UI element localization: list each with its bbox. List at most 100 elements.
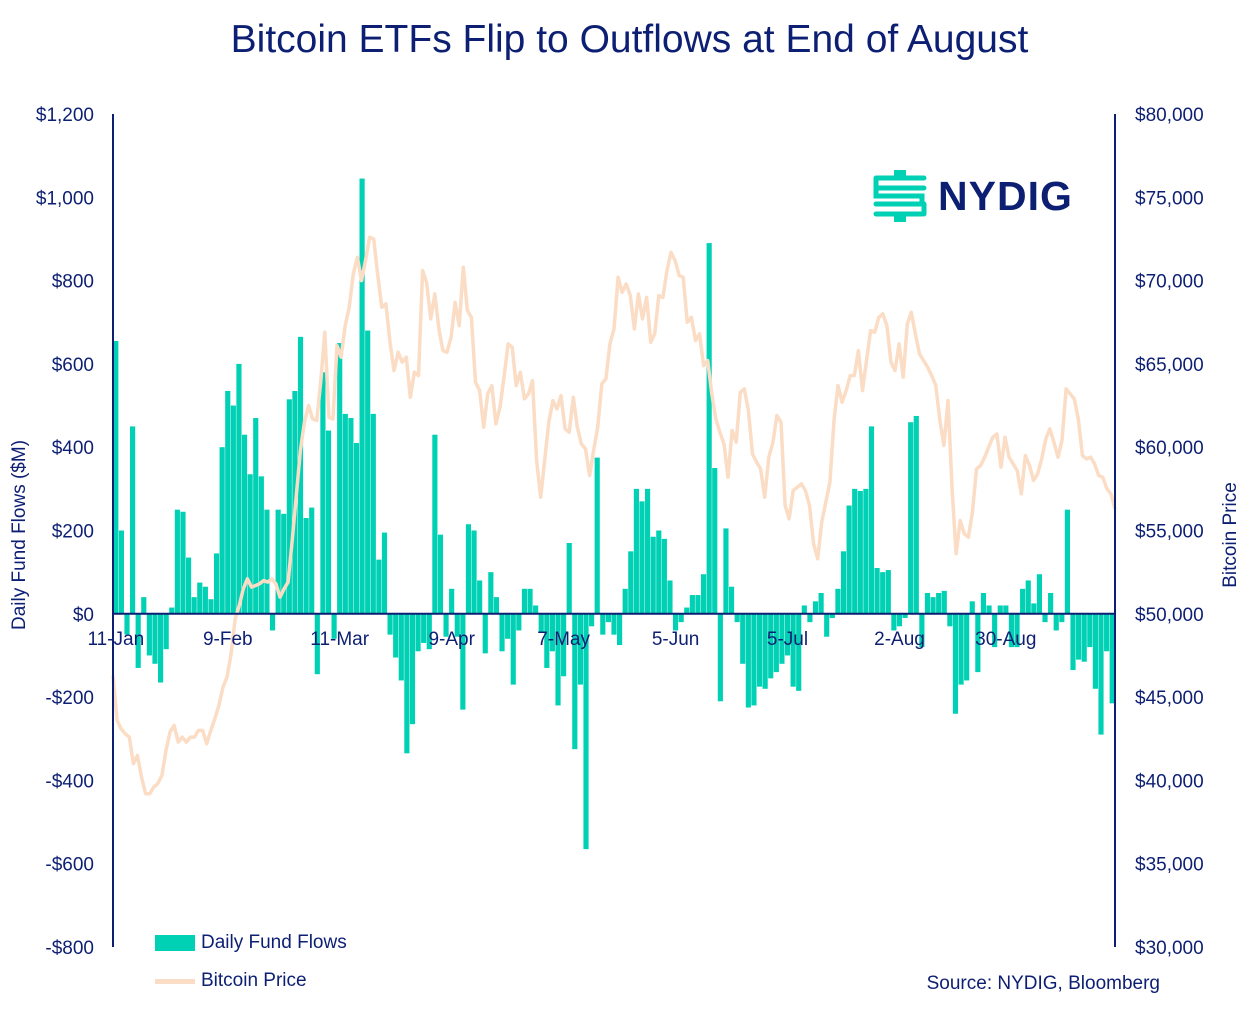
flow-bar	[835, 588, 841, 614]
y2-tick-label: $70,000	[1135, 272, 1204, 293]
y-tick-label: $1,200	[36, 105, 94, 126]
flow-bar	[852, 488, 858, 614]
x-axis-ticks: 11-Jan 9-Feb 11-Mar 9-Apr 7-May 5-Jun 5-Jul 2-A…	[87, 629, 1036, 650]
y2-axis-ticks: $30,000 $35,000 $40,000 $45,000 $50,000 $55,0…	[1135, 105, 1204, 959]
flow-bar	[432, 434, 438, 614]
y2-tick-label: $40,000	[1135, 771, 1204, 792]
flow-bar	[773, 613, 779, 673]
flow-bar	[325, 430, 332, 614]
flow-bar	[437, 534, 444, 614]
flow-bar	[801, 605, 807, 614]
flow-bar	[650, 536, 656, 614]
flow-bar	[561, 613, 567, 677]
y2-tick-label: $35,000	[1135, 855, 1204, 876]
flow-bar	[544, 613, 550, 668]
x-tick-label: 9-Feb	[203, 629, 253, 650]
flow-bar	[113, 340, 119, 614]
flow-bar	[331, 613, 337, 639]
flow-bar	[247, 474, 253, 614]
flow-bar	[1053, 613, 1059, 631]
y-tick-label: $800	[52, 272, 94, 293]
y2-tick-label: $75,000	[1135, 188, 1204, 209]
flow-bar	[337, 343, 343, 614]
flow-bar	[712, 468, 718, 614]
flow-bar	[728, 586, 735, 614]
y2-tick-label: $45,000	[1135, 688, 1204, 709]
flow-bar	[740, 613, 746, 664]
flow-bar	[415, 613, 421, 652]
y-tick-label: -$400	[45, 771, 94, 792]
flow-bar	[549, 613, 555, 652]
flow-bar	[191, 597, 197, 614]
flow-bar	[174, 509, 180, 614]
y-axis-ticks: -$800 -$600 -$400 -$200 $0 $200 $400 $600 $800 $1…	[36, 105, 94, 959]
flow-bar	[589, 613, 595, 627]
x-tick-label: 11-Mar	[310, 629, 369, 650]
chart-title: Bitcoin ETFs Flip to Outflows at End of …	[230, 18, 1029, 61]
flow-bar	[342, 413, 348, 614]
flow-bar	[975, 613, 981, 673]
flow-bar	[297, 336, 304, 614]
x-tick-label: 2-Aug	[874, 629, 925, 650]
flow-bar	[460, 613, 466, 710]
flow-bar	[824, 613, 830, 637]
flow-bar	[1014, 613, 1020, 648]
flow-bar	[969, 601, 975, 614]
y-tick-label: -$200	[45, 688, 94, 709]
y-tick-label: -$800	[45, 938, 94, 959]
flow-bar	[163, 613, 169, 650]
flow-bar	[533, 605, 539, 614]
flow-bar	[219, 447, 225, 614]
y2-tick-label: $60,000	[1135, 438, 1204, 459]
flow-bar	[353, 443, 360, 614]
flow-bar	[449, 588, 455, 614]
price-series-line	[111, 235, 1117, 796]
flow-bar	[236, 363, 242, 614]
y-tick-label: $1,000	[36, 188, 94, 209]
x-tick-label: 30-Aug	[975, 629, 1036, 650]
flow-bar	[348, 418, 354, 614]
flow-bar	[538, 613, 544, 633]
flow-bar	[141, 597, 147, 614]
flow-bar	[482, 613, 488, 654]
flow-bar	[745, 613, 751, 708]
flow-bar	[689, 595, 695, 614]
flow-bar	[717, 613, 723, 702]
flow-bar	[180, 511, 186, 614]
flow-bar	[124, 613, 130, 635]
flow-bar	[880, 572, 886, 614]
flow-bar	[891, 613, 897, 631]
flow-bar	[477, 580, 483, 614]
flow-bar	[465, 524, 472, 614]
flow-bar	[617, 613, 623, 646]
flow-bar	[303, 518, 309, 614]
flow-bar	[829, 613, 835, 618]
flow-bar	[790, 613, 796, 687]
flow-bar	[756, 613, 763, 687]
flow-bar	[185, 557, 192, 614]
x-tick-label: 7-May	[537, 629, 590, 650]
flow-bar	[213, 553, 220, 614]
y2-tick-label: $55,000	[1135, 522, 1204, 543]
flow-bar	[376, 559, 382, 614]
flow-bar	[583, 613, 589, 850]
flow-bar	[393, 613, 399, 658]
flow-bar	[269, 613, 276, 631]
flow-bar	[896, 613, 903, 627]
x-tick-label: 11-Jan	[87, 629, 144, 650]
flow-bar	[197, 582, 203, 614]
flow-bar	[309, 507, 315, 614]
flow-bar	[281, 513, 287, 614]
flow-bar	[594, 457, 600, 614]
flow-bar	[924, 592, 931, 614]
flow-bar	[510, 613, 516, 685]
flow-bar	[885, 570, 891, 614]
flow-bar	[152, 613, 158, 664]
flow-bar	[499, 613, 505, 652]
y2-axis-title: Bitcoin Price	[1220, 482, 1241, 588]
flow-bar	[488, 572, 494, 614]
flow-bar	[505, 613, 511, 639]
flow-bar	[409, 613, 416, 725]
flow-bar	[818, 592, 824, 614]
flow-bar	[202, 586, 208, 614]
